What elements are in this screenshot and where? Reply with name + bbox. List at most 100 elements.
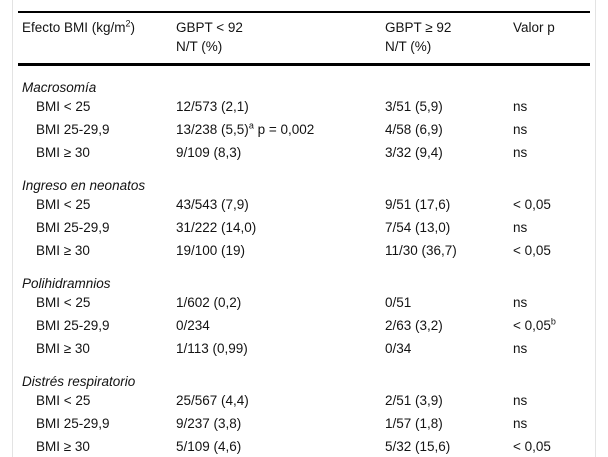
row-label: BMI 25-29,9 — [36, 318, 110, 333]
cell-gbpt-lt-note: p = 0,002 — [253, 122, 315, 137]
cell-gbpt-lt-text: 0/234 — [176, 318, 210, 333]
row-label: BMI ≥ 30 — [36, 439, 90, 454]
cell-gbpt-lt-text: 19/100 (19) — [176, 243, 246, 258]
cell-gbpt-lt: 12/573 (2,1) — [176, 95, 385, 118]
cell-gbpt-lt: 13/238 (5,5)a p = 0,002 — [176, 118, 385, 141]
section-title-macrosomia: Macrosomía — [18, 65, 590, 95]
superscript-a: a — [248, 120, 254, 131]
table-row: BMI < 25 43/543 (7,9) 9/51 (17,6) < 0,05 — [18, 193, 590, 216]
table-row: BMI 25-29,9 9/237 (3,8) 1/57 (1,8) ns — [18, 412, 590, 435]
cell-p-value: ns — [513, 99, 528, 114]
cell-p-value: ns — [513, 341, 528, 356]
cell-gbpt-ge: 9/51 (17,6) — [385, 197, 451, 212]
cell-gbpt-lt: 9/109 (8,3) — [176, 141, 385, 164]
cell-p-value: ns — [513, 393, 528, 408]
cell-gbpt-lt-text: 12/573 (2,1) — [176, 99, 249, 114]
table-row: BMI ≥ 30 5/109 (4,6) 5/32 (15,6) < 0,05 — [18, 435, 590, 457]
cell-gbpt-lt: 0/234 — [176, 314, 385, 337]
col-header-gbpt-lt-92: GBPT < 92 N/T (%) — [176, 12, 385, 66]
col-header-gbpt-lt-92-line2: N/T (%) — [176, 39, 223, 54]
cell-gbpt-lt-text: 43/543 (7,9) — [176, 197, 249, 212]
cell-gbpt-lt: 9/237 (3,8) — [176, 412, 385, 435]
cell-gbpt-ge: 7/54 (13,0) — [385, 220, 451, 235]
cell-gbpt-ge: 3/32 (9,4) — [385, 145, 443, 160]
cell-p-value-text: < 0,05 — [513, 318, 551, 333]
cell-gbpt-lt-text: 1/113 (0,99) — [176, 341, 248, 356]
cell-p-value: ns — [513, 122, 528, 137]
cell-p-value: < 0,05 — [513, 243, 551, 258]
superscript-b: b — [550, 316, 556, 327]
cell-gbpt-lt: 19/100 (19) — [176, 239, 385, 262]
table-row: BMI < 25 25/567 (4,4) 2/51 (3,9) ns — [18, 389, 590, 412]
row-label: BMI 25-29,9 — [36, 122, 110, 137]
cell-p-value: ns — [513, 295, 528, 310]
col-header-valor-p-text: Valor p — [513, 20, 555, 35]
table-row: BMI ≥ 30 1/113 (0,99) 0/34 ns — [18, 337, 590, 360]
superscript-2: 2 — [125, 18, 131, 29]
col-header-valor-p: Valor p — [513, 12, 590, 66]
cell-p-value: ns — [513, 220, 528, 235]
col-header-efecto-bmi-text: Efecto BMI (kg/m — [22, 20, 126, 35]
section-title-text: Ingreso en neonatos — [22, 178, 146, 193]
table-row: BMI 25-29,9 0/234 2/63 (3,2) < 0,05b — [18, 314, 590, 337]
row-label: BMI < 25 — [36, 197, 91, 212]
cell-p-value: ns — [513, 416, 528, 431]
row-label: BMI ≥ 30 — [36, 145, 90, 160]
col-header-gbpt-ge-92-line1: GBPT ≥ 92 — [385, 20, 452, 35]
cell-gbpt-ge: 11/30 (36,7) — [385, 243, 457, 258]
cell-gbpt-lt: 5/109 (4,6) — [176, 435, 385, 457]
section-title-polihidramnios: Polihidramnios — [18, 262, 590, 291]
col-header-gbpt-ge-92: GBPT ≥ 92 N/T (%) — [385, 12, 513, 66]
frame-line-right — [595, 0, 596, 457]
table-row: BMI 25-29,9 13/238 (5,5)a p = 0,002 4/58… — [18, 118, 590, 141]
cell-gbpt-ge: 2/63 (3,2) — [385, 318, 443, 333]
table-row: BMI ≥ 30 9/109 (8,3) 3/32 (9,4) ns — [18, 141, 590, 164]
cell-gbpt-lt: 43/543 (7,9) — [176, 193, 385, 216]
row-label: BMI < 25 — [36, 295, 91, 310]
cell-gbpt-ge: 0/34 — [385, 341, 412, 356]
section-title-text: Macrosomía — [22, 80, 97, 95]
cell-gbpt-lt-text: 5/109 (4,6) — [176, 439, 242, 454]
cell-gbpt-ge: 3/51 (5,9) — [385, 99, 443, 114]
table-header-row: Efecto BMI (kg/m2) GBPT < 92 N/T (%) GBPT… — [18, 12, 590, 66]
cell-p-value: < 0,05b — [513, 314, 590, 337]
table-row: BMI 25-29,9 31/222 (14,0) 7/54 (13,0) ns — [18, 216, 590, 239]
row-label: BMI ≥ 30 — [36, 243, 90, 258]
cell-gbpt-lt-text: 13/238 (5,5) — [176, 122, 249, 137]
row-label: BMI < 25 — [36, 99, 91, 114]
table-row: BMI ≥ 30 19/100 (19) 11/30 (36,7) < 0,05 — [18, 239, 590, 262]
cell-gbpt-lt: 25/567 (4,4) — [176, 389, 385, 412]
cell-p-value: ns — [513, 145, 528, 160]
cell-gbpt-lt-text: 25/567 (4,4) — [176, 393, 249, 408]
col-header-gbpt-ge-92-line2: N/T (%) — [385, 39, 432, 54]
cell-gbpt-lt-text: 1/602 (0,2) — [176, 295, 242, 310]
row-label: BMI 25-29,9 — [36, 220, 110, 235]
cell-gbpt-lt: 1/602 (0,2) — [176, 291, 385, 314]
cell-p-value: < 0,05 — [513, 197, 551, 212]
section-title-text: Distrés respiratorio — [22, 374, 136, 389]
col-header-efecto-bmi-close: ) — [130, 20, 136, 35]
row-label: BMI 25-29,9 — [36, 416, 110, 431]
table-row: BMI < 25 1/602 (0,2) 0/51 ns — [18, 291, 590, 314]
col-header-gbpt-lt-92-line1: GBPT < 92 — [176, 20, 243, 35]
cell-gbpt-lt: 1/113 (0,99) — [176, 337, 385, 360]
cell-gbpt-ge: 0/51 — [385, 295, 412, 310]
section-title-text: Polihidramnios — [22, 276, 111, 291]
cell-gbpt-ge: 4/58 (6,9) — [385, 122, 443, 137]
section-title-ingreso-en-neonatos: Ingreso en neonatos — [18, 164, 590, 193]
cell-gbpt-lt-text: 9/237 (3,8) — [176, 416, 242, 431]
col-header-efecto-bmi: Efecto BMI (kg/m2) — [18, 12, 176, 66]
table-row: BMI < 25 12/573 (2,1) 3/51 (5,9) ns — [18, 95, 590, 118]
cell-p-value: < 0,05 — [513, 439, 551, 454]
cell-gbpt-lt-text: 31/222 (14,0) — [176, 220, 257, 235]
cell-gbpt-ge: 2/51 (3,9) — [385, 393, 443, 408]
row-label: BMI ≥ 30 — [36, 341, 90, 356]
frame-line-left — [12, 0, 13, 457]
results-table: Efecto BMI (kg/m2) GBPT < 92 N/T (%) GBPT… — [18, 11, 590, 457]
row-label: BMI < 25 — [36, 393, 91, 408]
section-title-distres-respiratorio: Distrés respiratorio — [18, 360, 590, 389]
cell-gbpt-ge: 1/57 (1,8) — [385, 416, 443, 431]
cell-gbpt-lt: 31/222 (14,0) — [176, 216, 385, 239]
cell-gbpt-lt-text: 9/109 (8,3) — [176, 145, 242, 160]
